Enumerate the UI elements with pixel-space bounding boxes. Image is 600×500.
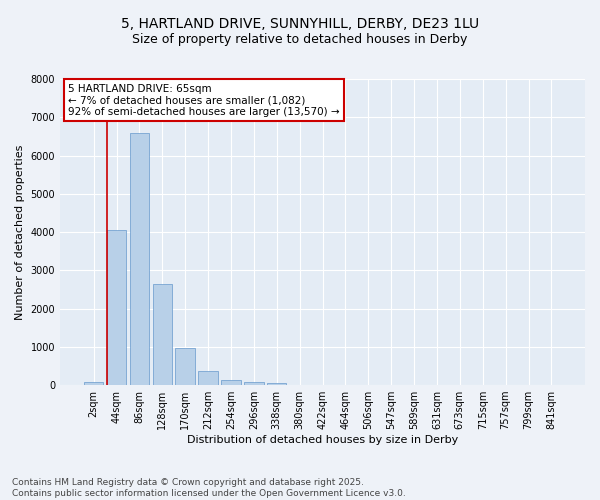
Bar: [152, 284, 172, 385]
Bar: [175, 348, 195, 385]
Bar: [107, 230, 126, 385]
X-axis label: Distribution of detached houses by size in Derby: Distribution of detached houses by size …: [187, 435, 458, 445]
Bar: [199, 372, 218, 385]
Text: Contains HM Land Registry data © Crown copyright and database right 2025.
Contai: Contains HM Land Registry data © Crown c…: [12, 478, 406, 498]
Bar: [84, 382, 103, 385]
Text: 5 HARTLAND DRIVE: 65sqm
← 7% of detached houses are smaller (1,082)
92% of semi-: 5 HARTLAND DRIVE: 65sqm ← 7% of detached…: [68, 84, 340, 117]
Bar: [267, 383, 286, 385]
Text: 5, HARTLAND DRIVE, SUNNYHILL, DERBY, DE23 1LU: 5, HARTLAND DRIVE, SUNNYHILL, DERBY, DE2…: [121, 18, 479, 32]
Y-axis label: Number of detached properties: Number of detached properties: [15, 144, 25, 320]
Bar: [130, 132, 149, 385]
Text: Size of property relative to detached houses in Derby: Size of property relative to detached ho…: [133, 32, 467, 46]
Bar: [244, 382, 263, 385]
Bar: [221, 380, 241, 385]
